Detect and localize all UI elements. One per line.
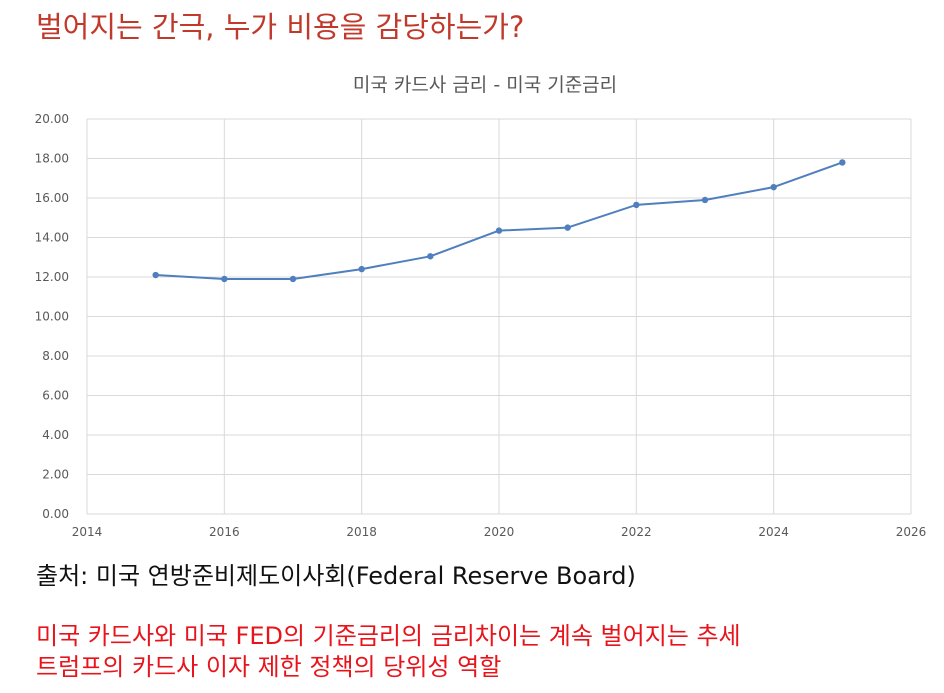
x-tick-label: 2022 xyxy=(621,525,652,539)
data-point xyxy=(289,275,297,283)
line-chart: 미국 카드사 금리 - 미국 기준금리 0.00 2.00 4.00 6.00 8.00… xyxy=(35,74,927,539)
data-point xyxy=(427,253,434,260)
y-tick-label: 18.00 xyxy=(35,152,69,166)
y-tick-label: 8.00 xyxy=(42,349,69,363)
x-tick-label: 2026 xyxy=(896,525,927,539)
data-point xyxy=(633,201,640,209)
x-tick-label: 2024 xyxy=(758,525,789,539)
grid-layer xyxy=(86,118,912,515)
y-tick-label: 14.00 xyxy=(35,231,69,245)
y-tick-label: 0.00 xyxy=(42,507,69,521)
data-point xyxy=(221,275,228,283)
y-tick-label: 20.00 xyxy=(35,112,69,126)
y-tick-label: 16.00 xyxy=(35,191,69,205)
x-tick-label: 2016 xyxy=(209,525,240,539)
series-layer xyxy=(152,159,846,283)
x-tick-label: 2020 xyxy=(484,525,515,539)
note-line-2: 트럼프의 카드사 이자 제한 정책의 당위성 역할 xyxy=(36,653,502,681)
data-point xyxy=(701,196,709,204)
source-credit: 출처: 미국 연방준비제도이사회(Federal Reserve Board) xyxy=(36,562,636,590)
y-tick-label: 6.00 xyxy=(42,389,69,403)
data-point xyxy=(152,271,159,279)
data-point xyxy=(495,227,503,234)
tick-layer: 0.00 2.00 4.00 6.00 8.00 10.00 12.00 14.00 16.00… xyxy=(35,112,927,539)
y-tick-label: 4.00 xyxy=(42,428,69,442)
headline: 벌어지는 간극, 누가 비용을 감당하는가? xyxy=(36,10,525,44)
x-tick-label: 2018 xyxy=(346,525,377,539)
note-line-1: 미국 카드사와 미국 FED의 기준금리의 금리차이는 계속 벌어지는 추세 xyxy=(36,622,741,650)
x-tick-label: 2014 xyxy=(72,525,103,539)
data-point xyxy=(358,265,365,273)
y-tick-label: 12.00 xyxy=(35,270,69,284)
data-point xyxy=(564,224,571,231)
y-tick-label: 10.00 xyxy=(35,310,69,324)
data-point xyxy=(839,159,846,166)
chart-title: 미국 카드사 금리 - 미국 기준금리 xyxy=(353,74,617,96)
y-tick-label: 2.00 xyxy=(42,468,69,482)
data-point xyxy=(770,183,777,191)
